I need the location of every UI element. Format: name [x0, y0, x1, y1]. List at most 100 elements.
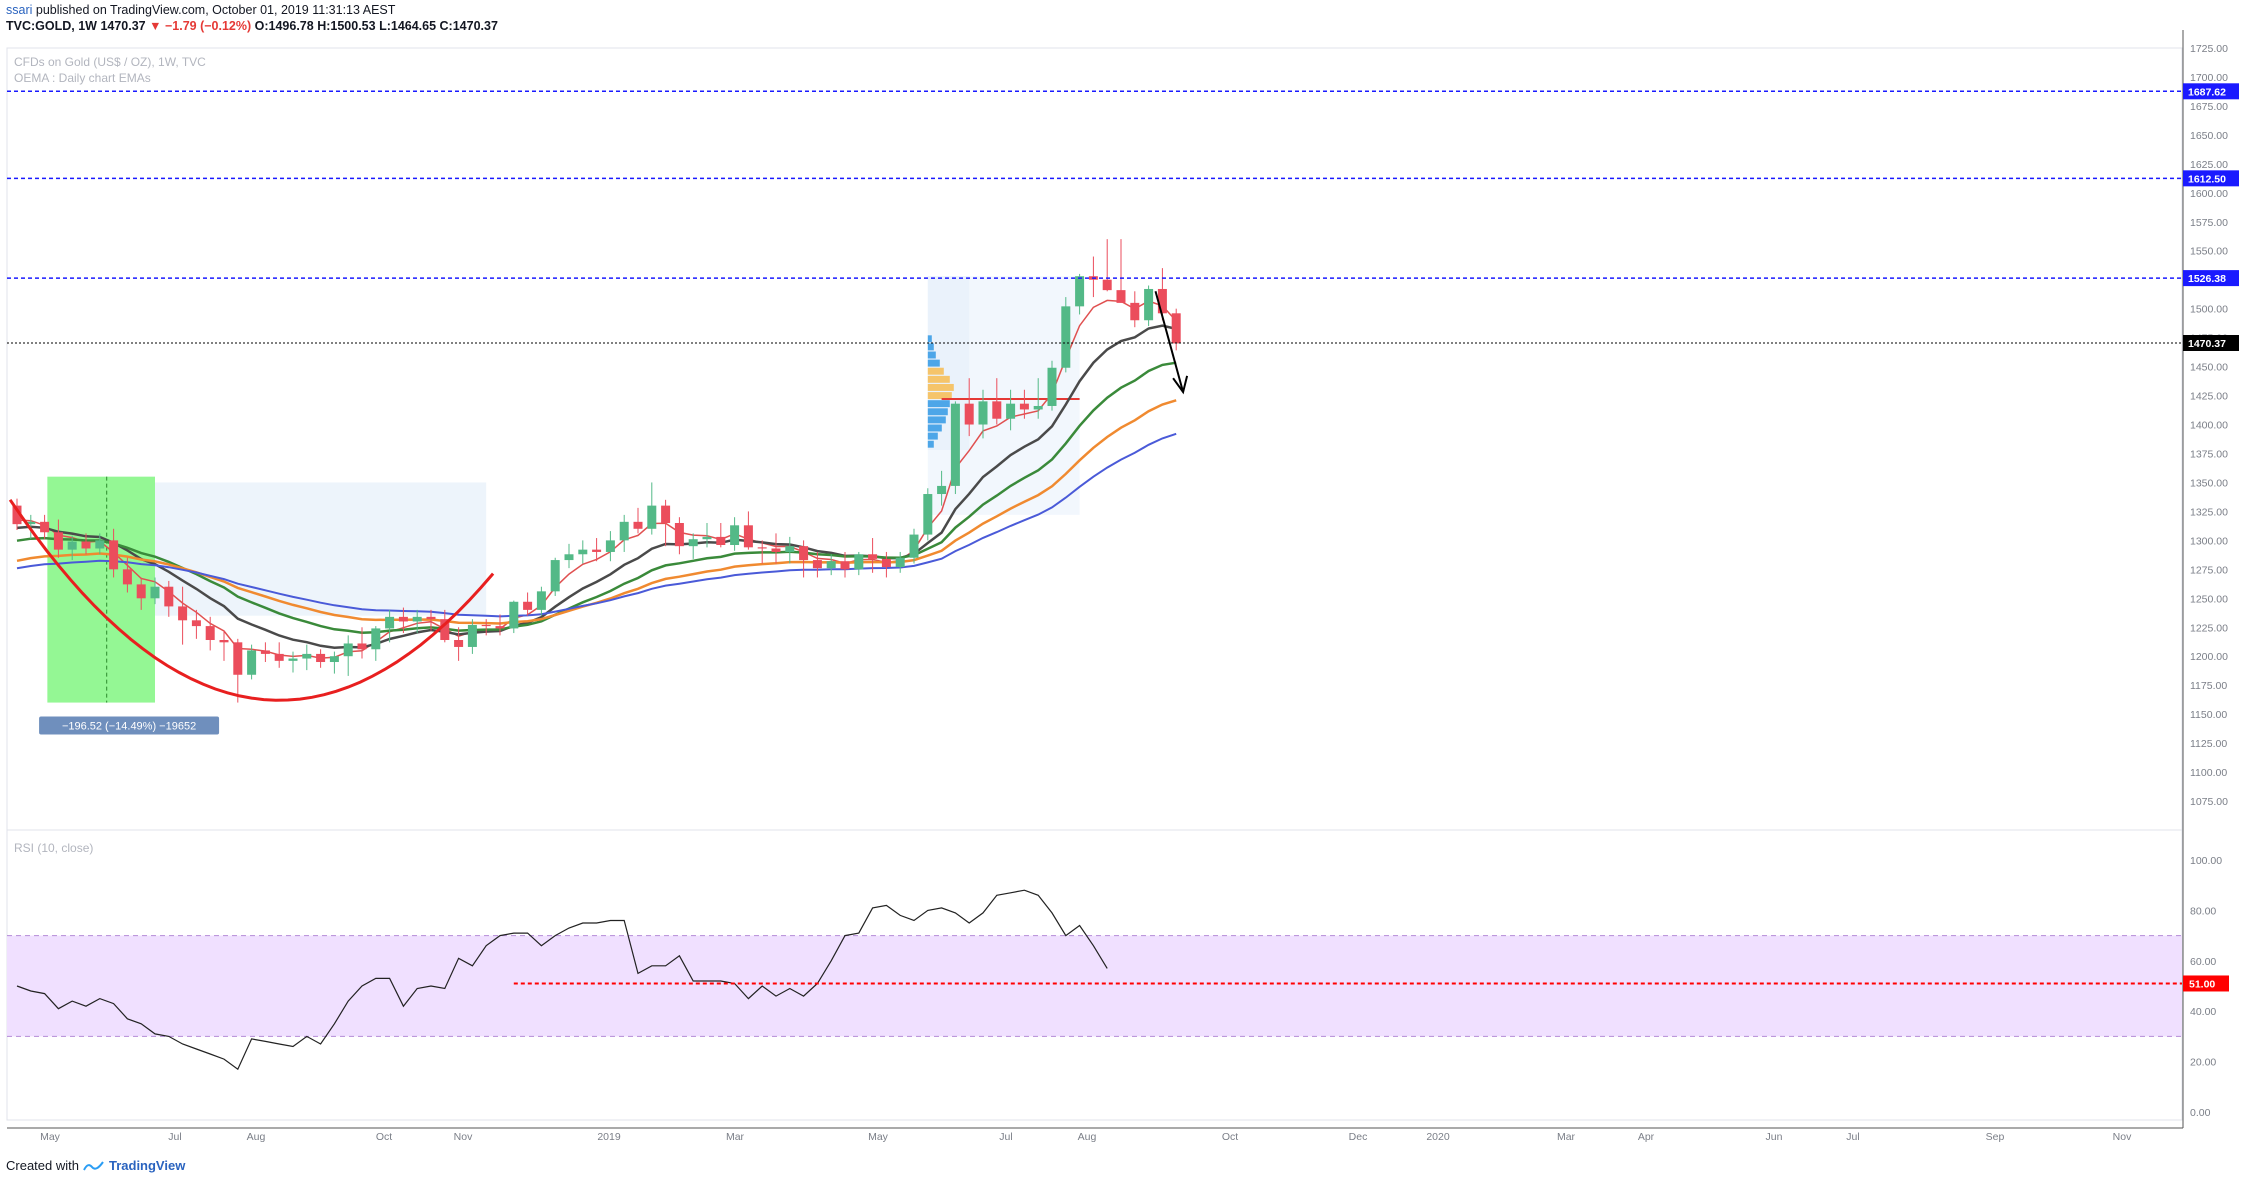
candle-body	[150, 586, 160, 599]
down-arrow-head	[1172, 375, 1189, 395]
candle-body	[826, 561, 836, 569]
candle-body	[1075, 276, 1085, 307]
candle-body	[67, 541, 77, 550]
candle-body	[730, 525, 740, 546]
down-arrow-shaft	[1154, 291, 1185, 393]
candle-body	[247, 650, 257, 675]
rsi-tick-label: 20.00	[2190, 1057, 2216, 1069]
candle-body	[233, 642, 243, 675]
candle-body	[26, 521, 36, 525]
price-tick-label: 1325.00	[2190, 506, 2228, 518]
candle-body	[578, 549, 588, 555]
price-tick-label: 1450.00	[2190, 362, 2228, 374]
candle-body	[647, 505, 657, 529]
candle-body	[205, 626, 215, 641]
volume-profile-bar	[927, 392, 952, 400]
volume-profile-bar	[927, 335, 932, 343]
price-level-label: 1612.50	[2188, 173, 2226, 185]
candle-body	[605, 540, 615, 552]
rsi-tick-label: 0.00	[2190, 1107, 2211, 1119]
candle-body	[950, 403, 960, 486]
candle-body	[260, 650, 270, 654]
candle-body	[1157, 288, 1167, 314]
price-chart[interactable]: 1075.00 1100.00 1125.00 1150.00 1175.00 1200.…	[0, 0, 2248, 1150]
ohlc-high: H:1500.53	[317, 19, 376, 33]
candle-body	[136, 584, 146, 599]
candle-body	[357, 643, 367, 650]
volume-profile-bar	[927, 367, 944, 375]
price-tick-label: 1125.00	[2190, 738, 2227, 750]
time-tick-label: Jun	[1766, 1131, 1783, 1143]
tradingview-brand[interactable]: TradingView	[108, 1158, 186, 1173]
candle-body	[674, 522, 684, 547]
ema-slowest-line	[16, 432, 1177, 618]
candle-body	[454, 640, 464, 647]
time-tick-label: Aug	[247, 1131, 266, 1143]
candle-body	[178, 606, 188, 621]
volume-profile-bar	[927, 432, 938, 440]
price-tick-label: 1625.00	[2190, 159, 2228, 171]
candle-body	[619, 521, 629, 541]
ohlc-close: C:1470.37	[439, 19, 498, 33]
time-tick-label: Aug	[1078, 1131, 1097, 1143]
candle-body	[53, 532, 63, 550]
candle-body	[840, 561, 850, 570]
time-tick-label: Jul	[168, 1131, 181, 1143]
volume-profile-bar	[927, 383, 954, 391]
volume-profile-bar	[927, 408, 948, 416]
price-level-label: 1687.62	[2188, 86, 2226, 98]
price-tick-label: 1500.00	[2190, 304, 2228, 316]
price-tick-label: 1575.00	[2190, 217, 2228, 229]
candle-body	[1144, 288, 1154, 321]
candle-body	[467, 624, 477, 647]
volume-profile-bar	[927, 359, 940, 367]
candle-body	[1019, 403, 1029, 410]
candle-body	[329, 656, 339, 663]
price-tick-label: 1250.00	[2190, 593, 2228, 605]
published-info: published on TradingView.com, October 01…	[35, 3, 396, 17]
time-tick-label: Mar	[1557, 1131, 1576, 1143]
candle-body	[509, 601, 519, 629]
rsi-tick-label: 40.00	[2190, 1006, 2216, 1018]
publisher-name[interactable]: ssari	[6, 3, 33, 17]
candle-body	[633, 521, 643, 529]
price-tick-label: 1200.00	[2190, 651, 2228, 663]
price-tick-label: 1675.00	[2190, 101, 2228, 113]
candle-body	[881, 558, 891, 568]
candle-body	[909, 534, 919, 558]
candle-body	[219, 640, 229, 643]
price-tick-label: 1150.00	[2190, 709, 2227, 721]
volume-profile-bar	[927, 440, 934, 448]
price-tick-label: 1075.00	[2190, 796, 2228, 808]
rsi-tick-label: 60.00	[2190, 956, 2216, 968]
candle-body	[95, 540, 105, 549]
candle-body	[1061, 306, 1071, 368]
measure-label: −196.52 (−14.49%) −19652	[62, 720, 196, 732]
time-tick-label: Dec	[1349, 1131, 1368, 1143]
candle-body	[523, 601, 533, 610]
chart-title: CFDs on Gold (US$ / OZ), 1W, TVC	[14, 55, 206, 69]
time-tick-label: Sep	[1986, 1131, 2005, 1143]
time-tick-label: Jul	[1846, 1131, 1859, 1143]
candle-body	[854, 554, 864, 570]
candle-body	[371, 628, 381, 650]
candle-body	[702, 536, 712, 540]
price-tick-label: 1175.00	[2190, 680, 2227, 692]
price-tick-label: 1350.00	[2190, 477, 2228, 489]
price-level-tag	[2183, 270, 2239, 287]
candle-body	[1130, 302, 1140, 321]
measure-label-box	[39, 716, 220, 735]
candle-body	[785, 546, 795, 552]
ema-slow-line	[16, 361, 1177, 634]
candle-body	[868, 554, 878, 559]
candle-body	[426, 616, 436, 620]
time-tick-label: Jul	[999, 1131, 1012, 1143]
price-tick-label: 1100.00	[2190, 767, 2227, 779]
candle-body	[440, 619, 450, 641]
time-tick-label: Nov	[454, 1131, 473, 1143]
candle-body	[288, 658, 298, 661]
price-tick-label: 1700.00	[2190, 72, 2228, 84]
rsi-band	[7, 935, 2182, 1037]
candle-body	[550, 560, 560, 592]
volume-profile-bar	[927, 343, 934, 351]
